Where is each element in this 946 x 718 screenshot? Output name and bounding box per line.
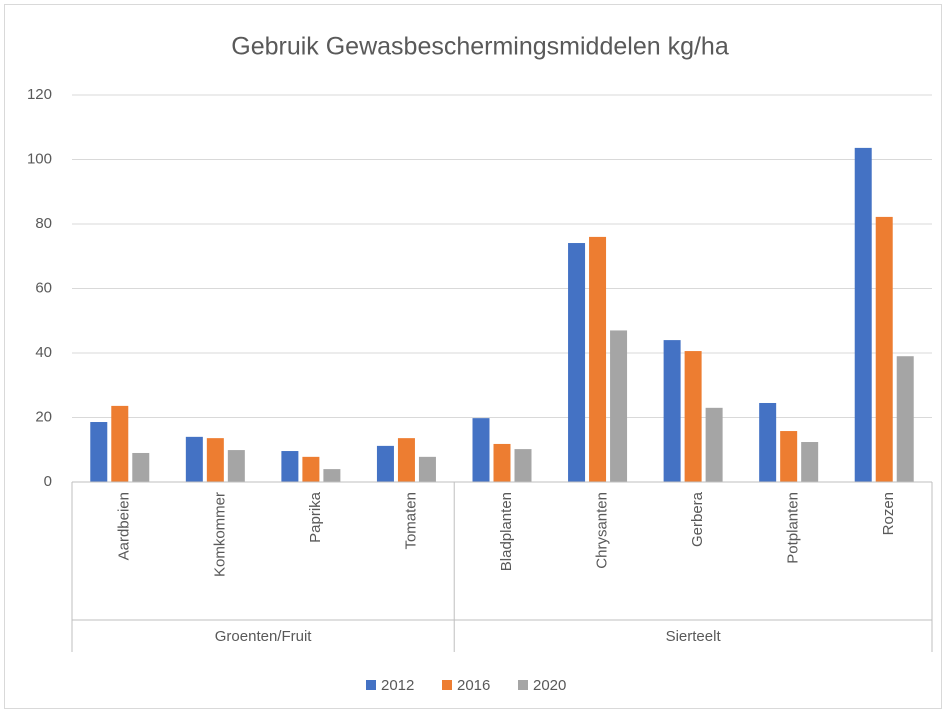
bar: [472, 418, 490, 482]
legend-swatch: [442, 680, 452, 690]
bar: [514, 449, 532, 482]
x-tick-label: Tomaten: [402, 492, 419, 550]
legend-swatch: [366, 680, 376, 690]
bar: [206, 438, 224, 482]
bar: [705, 407, 723, 482]
legend-label: 2012: [381, 677, 414, 694]
x-tick-label: Rozen: [880, 492, 897, 535]
chart-border: [4, 4, 942, 709]
bar: [684, 351, 702, 482]
y-tick-label: 20: [35, 408, 52, 425]
bar: [302, 456, 320, 482]
x-tick-label: Bladplanten: [498, 492, 515, 571]
bar: [854, 147, 872, 482]
group-label: Sierteelt: [666, 628, 722, 645]
bar: [418, 456, 436, 482]
legend-label: 2016: [457, 677, 490, 694]
group-label: Groenten/Fruit: [215, 628, 313, 645]
x-tick-label: Aardbeien: [116, 492, 133, 560]
legend-label: 2020: [533, 677, 566, 694]
y-tick-label: 0: [44, 473, 52, 490]
y-tick-label: 60: [35, 279, 52, 296]
legend-swatch: [518, 680, 528, 690]
y-tick-label: 100: [27, 150, 52, 167]
chart-title: Gebruik Gewasbeschermingsmiddelen kg/ha: [231, 33, 729, 61]
bar: [896, 356, 914, 482]
bar: [397, 438, 415, 482]
bar: [323, 469, 341, 482]
bar: [281, 451, 299, 482]
y-tick-label: 80: [35, 215, 52, 232]
bar: [493, 443, 511, 482]
bar: [780, 431, 798, 482]
bar: [610, 330, 628, 482]
bar: [90, 422, 108, 482]
bar: [227, 450, 245, 482]
x-tick-label: Gerbera: [689, 491, 706, 547]
bar: [663, 340, 681, 482]
bar: [589, 236, 607, 482]
y-tick-label: 40: [35, 344, 52, 361]
x-tick-label: Potplanten: [785, 492, 802, 564]
bar: [759, 402, 777, 482]
bar: [875, 216, 893, 482]
y-tick-label: 120: [27, 86, 52, 103]
x-tick-label: Paprika: [307, 491, 324, 543]
bar: [111, 405, 129, 482]
x-tick-label: Chrysanten: [594, 492, 611, 569]
bar: [376, 445, 394, 482]
x-tick-label: Komkommer: [211, 492, 228, 577]
bar: [185, 436, 203, 482]
bar: [801, 442, 819, 482]
bar: [132, 452, 150, 482]
bar: [568, 243, 586, 482]
